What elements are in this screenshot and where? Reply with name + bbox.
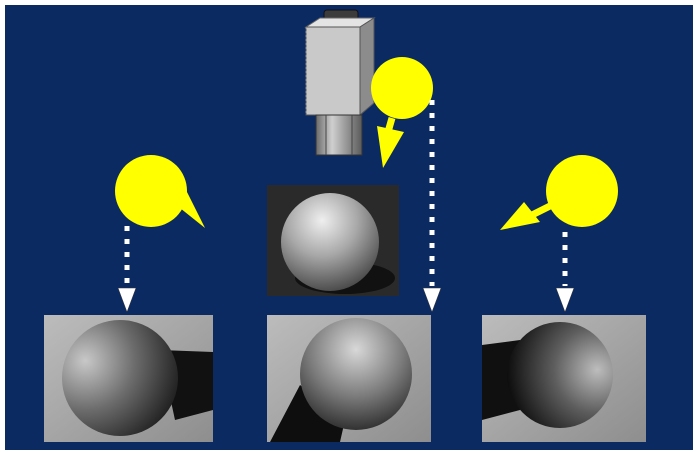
dotted-down-arrow-icon [555, 232, 575, 313]
dotted-down-arrow-icon [117, 226, 137, 313]
light-bulb-icon [500, 155, 618, 230]
light-bulb-icon [371, 57, 433, 168]
light-bulb-icon [115, 155, 205, 228]
captured-image-center [267, 315, 431, 442]
captured-image-right [482, 315, 646, 442]
reference-image [267, 185, 399, 296]
captured-image-left [44, 315, 213, 442]
dotted-down-arrow-icon [422, 100, 442, 313]
camera-icon [304, 9, 376, 156]
